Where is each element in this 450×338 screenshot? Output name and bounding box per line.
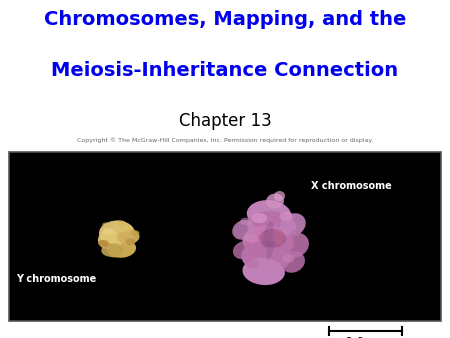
Ellipse shape (110, 220, 128, 233)
Ellipse shape (98, 230, 123, 250)
Ellipse shape (281, 233, 309, 258)
Ellipse shape (247, 211, 297, 242)
Ellipse shape (130, 230, 140, 236)
Ellipse shape (266, 194, 284, 209)
Text: 2.8 μm: 2.8 μm (346, 337, 385, 338)
Ellipse shape (246, 259, 259, 268)
Ellipse shape (124, 225, 133, 231)
Ellipse shape (108, 249, 121, 258)
Ellipse shape (290, 230, 300, 236)
Ellipse shape (247, 200, 292, 229)
Ellipse shape (117, 229, 140, 244)
Bar (9, 152, 441, 321)
Text: X chromosome: X chromosome (311, 181, 392, 191)
Ellipse shape (240, 218, 251, 225)
Ellipse shape (243, 258, 285, 285)
Ellipse shape (102, 222, 109, 227)
Text: Meiosis-Inheritance Connection: Meiosis-Inheritance Connection (51, 61, 399, 80)
Ellipse shape (103, 228, 114, 235)
Ellipse shape (280, 213, 306, 236)
Ellipse shape (282, 255, 295, 263)
Ellipse shape (98, 240, 109, 247)
Ellipse shape (267, 264, 283, 274)
Ellipse shape (243, 234, 257, 243)
Ellipse shape (241, 241, 291, 272)
Ellipse shape (101, 243, 124, 257)
Ellipse shape (274, 191, 285, 201)
Ellipse shape (233, 241, 254, 259)
Ellipse shape (126, 238, 135, 245)
Ellipse shape (279, 212, 293, 221)
Text: Copyright © The McGraw-Hill Companies, Inc. Permission required for reproduction: Copyright © The McGraw-Hill Companies, I… (77, 137, 373, 143)
Ellipse shape (263, 222, 274, 248)
Text: Chromosomes, Mapping, and the: Chromosomes, Mapping, and the (44, 10, 406, 29)
Ellipse shape (232, 220, 255, 240)
Ellipse shape (251, 213, 267, 223)
Ellipse shape (266, 237, 275, 260)
Ellipse shape (107, 239, 136, 258)
Ellipse shape (117, 221, 126, 226)
Ellipse shape (243, 225, 294, 258)
Ellipse shape (259, 229, 286, 248)
Ellipse shape (99, 221, 135, 246)
Ellipse shape (281, 251, 305, 273)
Text: Y chromosome: Y chromosome (16, 274, 96, 284)
Text: Chapter 13: Chapter 13 (179, 112, 271, 129)
